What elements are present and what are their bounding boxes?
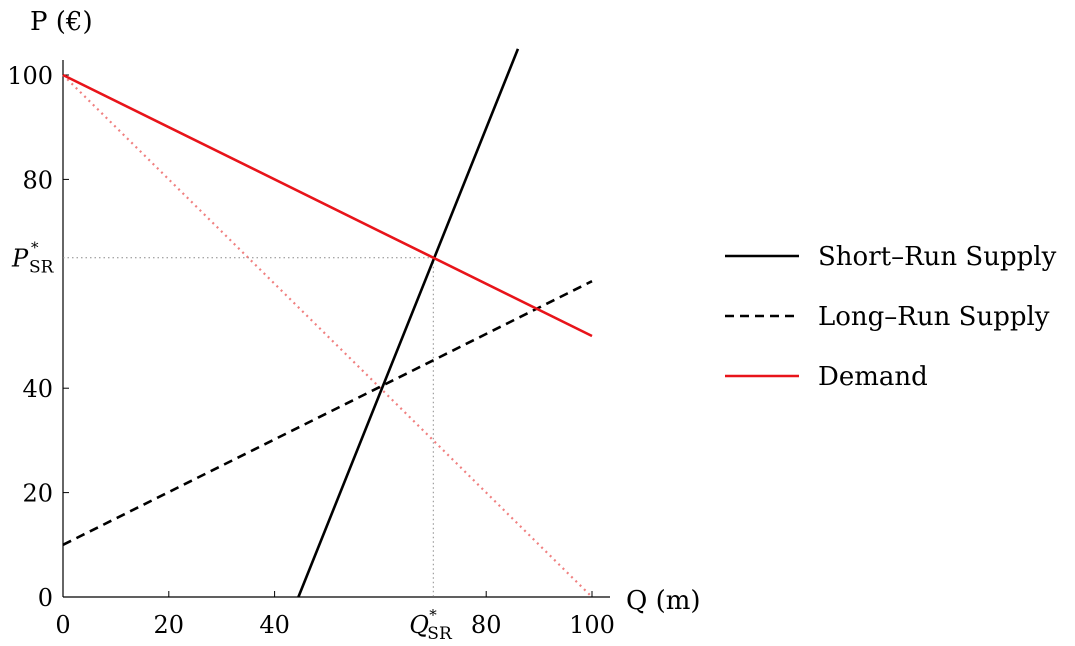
equilibrium-price-main: P <box>11 245 29 273</box>
x-tick-label: 0 <box>55 611 70 639</box>
y-tick-label: 80 <box>22 166 53 194</box>
y-tick-label: 100 <box>7 62 53 90</box>
equilibrium-price-sub: SR <box>29 258 55 278</box>
demand-line <box>62 73 593 338</box>
x-tick-label: 80 <box>471 611 502 639</box>
x-tick-label: 40 <box>259 611 290 639</box>
equilibrium-quantity-label: QSR* <box>409 606 453 644</box>
equilibrium-guides <box>63 257 434 597</box>
dotted-reference-line <box>62 74 593 598</box>
y-tick-label: 40 <box>22 375 53 403</box>
series-layer <box>62 48 593 598</box>
x-tick-label: 100 <box>569 611 615 639</box>
legend-label-long-run-supply: Long–Run Supply <box>818 302 1050 332</box>
legend-label-short-run-supply: Short–Run Supply <box>818 242 1057 272</box>
equilibrium-price-sup: * <box>31 239 39 257</box>
long-run-supply-line <box>62 280 593 546</box>
y-axis-title: P (€) <box>30 7 93 37</box>
equilibrium-quantity-sub: SR <box>427 624 453 644</box>
y-tick-label: 20 <box>22 480 53 508</box>
x-tick-label: 20 <box>154 611 185 639</box>
equilibrium-price-label: P SR* <box>11 239 55 278</box>
legend-label-demand: Demand <box>818 362 928 392</box>
equilibrium-quantity-sup: * <box>429 606 437 624</box>
y-tick-label: 0 <box>38 584 53 612</box>
short-run-supply-line <box>297 48 520 598</box>
axes <box>62 60 610 598</box>
legend: Short–Run Supply Long–Run Supply Demand <box>725 242 1057 392</box>
x-axis-title: Q (m) <box>626 586 701 616</box>
equilibrium-quantity-main: Q <box>409 611 429 639</box>
